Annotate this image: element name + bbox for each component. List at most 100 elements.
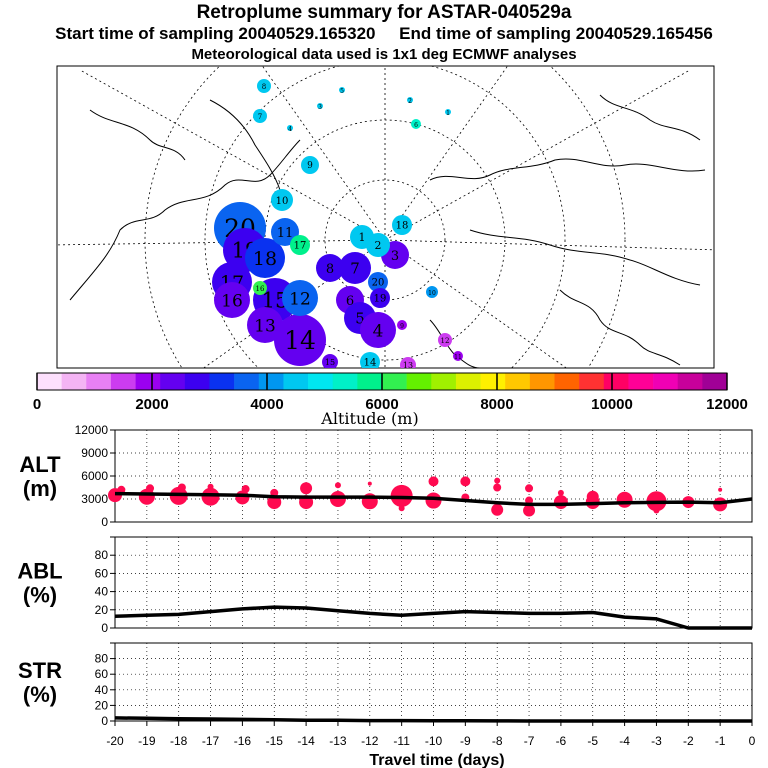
plume-day-label: 6: [346, 294, 354, 309]
colorbar-tick-label: 4000: [250, 396, 283, 413]
plume-day-label: 8: [326, 262, 334, 277]
panel-unit-label: (m): [23, 476, 57, 501]
altitude-marker: [398, 505, 405, 512]
colorbar-cell: [110, 373, 136, 390]
plume-day-label: 14: [284, 326, 316, 355]
panel-unit-label: (%): [23, 682, 57, 707]
altitude-marker: [653, 507, 660, 514]
y-tick-label: 80: [95, 548, 109, 562]
colorbar-cell: [628, 373, 654, 390]
plume-day-label: 19: [374, 294, 387, 305]
altitude-marker: [267, 495, 282, 510]
start-time-label: Start time of sampling 20040529.165320: [55, 24, 376, 43]
colorbar-cell: [160, 373, 186, 390]
y-tick-label: 9000: [81, 446, 108, 460]
map-coastlines: [69, 94, 706, 368]
altitude-marker: [525, 484, 534, 493]
series-line-str: [114, 716, 752, 723]
panel-abl: 0 20 40 60 80 ABL(%): [17, 536, 753, 635]
plume-marker: [407, 97, 413, 103]
plume-day-label: 6: [414, 122, 418, 129]
panel-alt: 0 3000 6000 9000 12000 ALT(m): [19, 423, 753, 529]
altitude-marker: [525, 496, 534, 505]
plume-day-label: 18: [253, 248, 277, 270]
colorbar-cell: [209, 373, 235, 390]
altitude-marker: [300, 482, 313, 495]
panel-frame: [114, 642, 753, 722]
plume-marker: [317, 103, 323, 109]
plume-day-label: 13: [403, 361, 413, 370]
series-line-abl: [114, 605, 752, 630]
altitude-marker: [428, 476, 439, 487]
plume-day-label: 7: [350, 260, 360, 278]
plume-marker: [445, 109, 451, 115]
plume-day-label: 1: [359, 231, 366, 244]
colorbar-cell: [184, 373, 210, 390]
altitude-marker: [523, 504, 536, 517]
y-tick-label: 20: [95, 698, 109, 712]
plume-day-label: 4: [373, 321, 384, 341]
plume-marker: [301, 156, 319, 174]
plume-day-label: 20: [372, 278, 385, 289]
plume-marker: [316, 254, 344, 282]
plume-marker: [287, 125, 293, 131]
plume-day-label: 11: [277, 226, 294, 241]
colorbar-cell: [86, 373, 112, 390]
colorbar-tick-label: 12000: [706, 396, 748, 413]
colorbar-tick-label: 8000: [480, 396, 513, 413]
colorbar-cell: [61, 373, 87, 390]
colorbar-ticks: 0 2000 4000 6000 8000 10000 12000: [33, 373, 748, 413]
colorbar-cell: [332, 373, 358, 390]
altitude-marker: [557, 489, 564, 496]
colorbar-tick-label: 6000: [365, 396, 398, 413]
plume-marker: [253, 281, 267, 295]
series-line-alt: [114, 491, 753, 507]
plume-marker: [214, 282, 250, 318]
colorbar-tick-label: 0: [33, 396, 41, 413]
x-tick-label: -14: [297, 734, 315, 748]
altitude-marker: [207, 483, 214, 490]
x-tick-label: -18: [170, 734, 188, 748]
altitude-marker: [241, 485, 250, 494]
panel-label: ABL: [17, 559, 62, 584]
colorbar-cell: [529, 373, 555, 390]
colorbar-cell: [554, 373, 580, 390]
x-axis: -20 -19 -18 -17 -16 -15 -14 -13 -12 -11 -10 -9 -8 -7-…: [106, 721, 756, 748]
altitude-marker: [491, 503, 504, 516]
line-panels: 030006000900012000ALT(m)020406080ABL(%)0…: [17, 423, 753, 728]
colorbar-cell: [455, 373, 481, 390]
plume-marker: [360, 312, 396, 348]
plume-marker: [360, 352, 380, 368]
plume-marker: [282, 280, 318, 316]
colorbar-cell: [382, 373, 407, 390]
y-tick-label: 6000: [81, 469, 108, 483]
x-tick-label: -3: [651, 734, 662, 748]
x-tick-label: -19: [138, 734, 156, 748]
colorbar: 0 2000 4000 6000 8000 10000 12000 Altitude (m): [33, 372, 748, 428]
colorbar-cell: [431, 373, 457, 390]
plume-day-label: 1: [446, 110, 450, 117]
map-panel: 2019181716151413121110987654321201918171…: [56, 65, 715, 370]
x-tick-label: -15: [266, 734, 284, 748]
plume-day-label: 10: [276, 196, 289, 207]
plume-marker: [271, 189, 293, 211]
plume-marker: [257, 79, 271, 93]
panel-label: STR: [18, 658, 62, 683]
colorbar-cell: [702, 373, 728, 390]
altitude-marker: [586, 490, 599, 503]
altitude-marker: [460, 476, 471, 487]
colorbar-cell: [234, 373, 260, 390]
plume-marker: [339, 87, 345, 93]
plume-day-label: 3: [391, 249, 399, 264]
altitude-marker: [367, 481, 372, 486]
x-tick-label: -16: [234, 734, 252, 748]
plume-day-label: 18: [396, 221, 409, 232]
colorbar-cell: [603, 373, 629, 390]
plume-day-label: 9: [400, 323, 404, 330]
plume-marker: [438, 333, 452, 347]
plume-day-label: 8: [262, 83, 266, 91]
y-tick-label: 0: [101, 515, 108, 529]
colorbar-cell: [406, 373, 432, 390]
altitude-marker: [616, 491, 633, 508]
